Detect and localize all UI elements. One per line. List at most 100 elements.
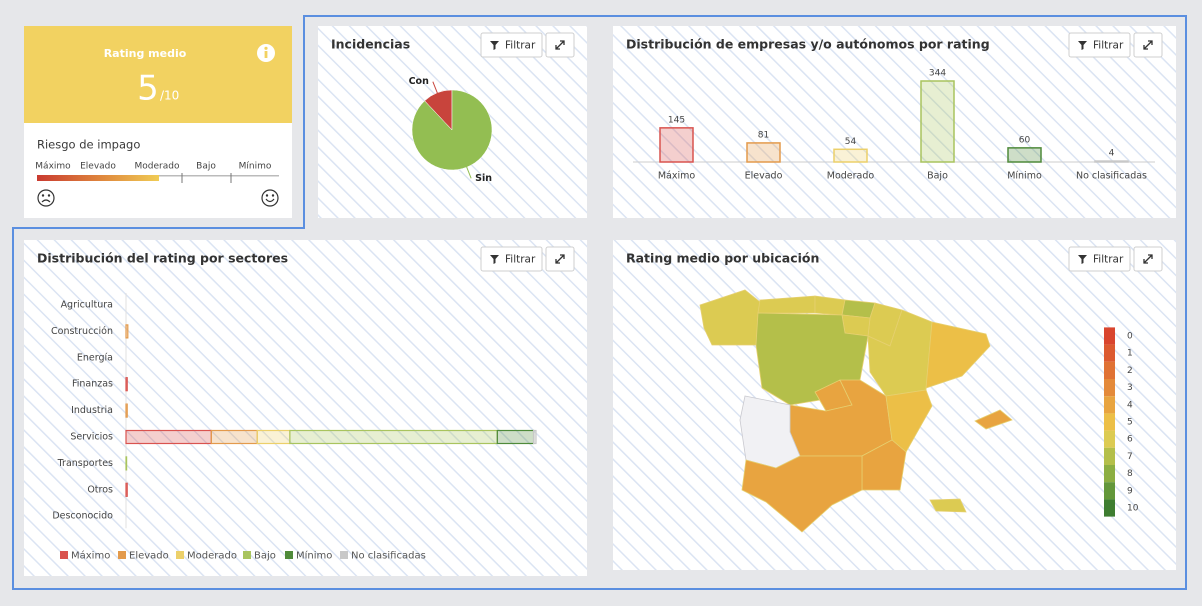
value-label: 145 <box>668 115 685 125</box>
rating-title: Rating medio <box>104 47 187 60</box>
pie-slice <box>411 89 493 171</box>
happy-face <box>261 189 279 207</box>
y-tick-label: Construcción <box>51 326 113 337</box>
bar-segment <box>496 429 535 445</box>
risk-label: Máximo <box>35 162 71 172</box>
button-frame <box>480 246 543 272</box>
value-label: 60 <box>1019 135 1031 145</box>
y-tick-label: Finanzas <box>72 379 113 390</box>
panel-sectores <box>24 240 587 576</box>
funnel-icon <box>490 255 499 264</box>
bar <box>1007 147 1042 163</box>
bar-segment <box>125 429 212 445</box>
risk-bar <box>37 175 159 181</box>
legend-label: Bajo <box>254 551 276 562</box>
panel-title: Incidencias <box>331 37 410 52</box>
value-label: 344 <box>929 69 946 79</box>
funnel-icon <box>490 41 499 50</box>
expand-button[interactable] <box>1133 32 1163 58</box>
button-frame <box>1068 32 1131 58</box>
bar-segment <box>125 377 128 392</box>
colorscale-cell <box>1104 413 1115 431</box>
panel-title: Rating medio por ubicación <box>626 251 819 266</box>
x-tick-label: Bajo <box>927 171 948 182</box>
expand-button[interactable] <box>1133 246 1163 272</box>
button-frame <box>1068 246 1131 272</box>
rating-value: 5 <box>137 69 159 109</box>
bar-segment <box>125 482 128 497</box>
y-tick-label: Agricultura <box>61 300 113 311</box>
bar-segment <box>289 429 498 445</box>
bar-segment <box>532 429 537 445</box>
expand-button[interactable] <box>545 32 575 58</box>
legend-label: Moderado <box>187 551 237 562</box>
filter-button[interactable]: Filtrar <box>480 32 543 58</box>
legend-swatch <box>118 551 126 559</box>
x-tick-label: Moderado <box>827 171 875 182</box>
bar-segment <box>125 456 128 471</box>
colorscale-cell <box>1104 482 1115 500</box>
legend-label: Elevado <box>129 551 169 562</box>
colorscale-label: 8 <box>1127 469 1133 479</box>
x-tick-label: Máximo <box>658 171 696 182</box>
risk-label: Elevado <box>80 162 116 172</box>
expand-icon <box>1143 40 1153 50</box>
colorscale-cell <box>1104 447 1115 465</box>
expand-button[interactable] <box>545 246 575 272</box>
bar-segment <box>256 429 291 445</box>
colorscale-label: 10 <box>1127 504 1139 514</box>
y-tick-label: Industria <box>71 405 113 416</box>
colorscale-label: 7 <box>1127 452 1133 462</box>
colorscale-label: 5 <box>1127 418 1133 428</box>
colorscale-cell <box>1104 379 1115 397</box>
bar-segment <box>210 429 258 445</box>
y-tick-label: Otros <box>87 484 113 495</box>
filter-button[interactable]: Filtrar <box>480 246 543 272</box>
expand-icon <box>555 40 565 50</box>
legend-label: No clasificadas <box>351 551 426 562</box>
pie-label: Sin <box>475 173 492 184</box>
x-tick-label: No clasificadas <box>1076 171 1147 182</box>
colorscale-cell <box>1104 465 1115 483</box>
risk-label: Moderado <box>135 162 180 172</box>
region <box>861 439 907 491</box>
selection-outline <box>12 15 1187 590</box>
colorscale-label: 1 <box>1127 349 1133 359</box>
pie-label: Con <box>409 76 429 87</box>
filter-button[interactable]: Filtrar <box>1068 32 1131 58</box>
button-label: Filtrar <box>505 40 536 52</box>
risk-label: Bajo <box>196 162 216 172</box>
y-tick-label: Desconocido <box>52 511 113 522</box>
legend-swatch <box>176 551 184 559</box>
panel-empresas <box>613 26 1176 218</box>
sad-face <box>37 189 55 207</box>
bar-segment <box>125 403 128 418</box>
bar <box>746 142 781 163</box>
funnel-icon <box>1078 255 1087 264</box>
rating-card-header <box>24 26 292 123</box>
button-label: Filtrar <box>505 254 536 266</box>
expand-icon <box>555 254 565 264</box>
x-tick-label: Mínimo <box>1007 171 1042 182</box>
info-icon[interactable] <box>257 44 275 62</box>
colorscale-label: 9 <box>1127 486 1133 496</box>
filter-button[interactable]: Filtrar <box>1068 246 1131 272</box>
colorscale-cell <box>1104 396 1115 414</box>
bar <box>659 127 694 163</box>
button-label: Filtrar <box>1093 254 1124 266</box>
legend-swatch <box>285 551 293 559</box>
colorscale-label: 2 <box>1127 366 1133 376</box>
y-tick-label: Energía <box>77 352 113 363</box>
risk-title: Riesgo de impago <box>37 138 140 152</box>
legend-swatch <box>340 551 348 559</box>
region <box>974 409 1013 430</box>
rating-scale: /10 <box>160 89 179 103</box>
bar <box>920 80 955 163</box>
value-label: 54 <box>845 137 857 147</box>
bar <box>833 148 868 163</box>
pie-leader <box>465 165 472 179</box>
colorscale-cell <box>1104 499 1115 517</box>
risk-label: Mínimo <box>239 162 272 172</box>
